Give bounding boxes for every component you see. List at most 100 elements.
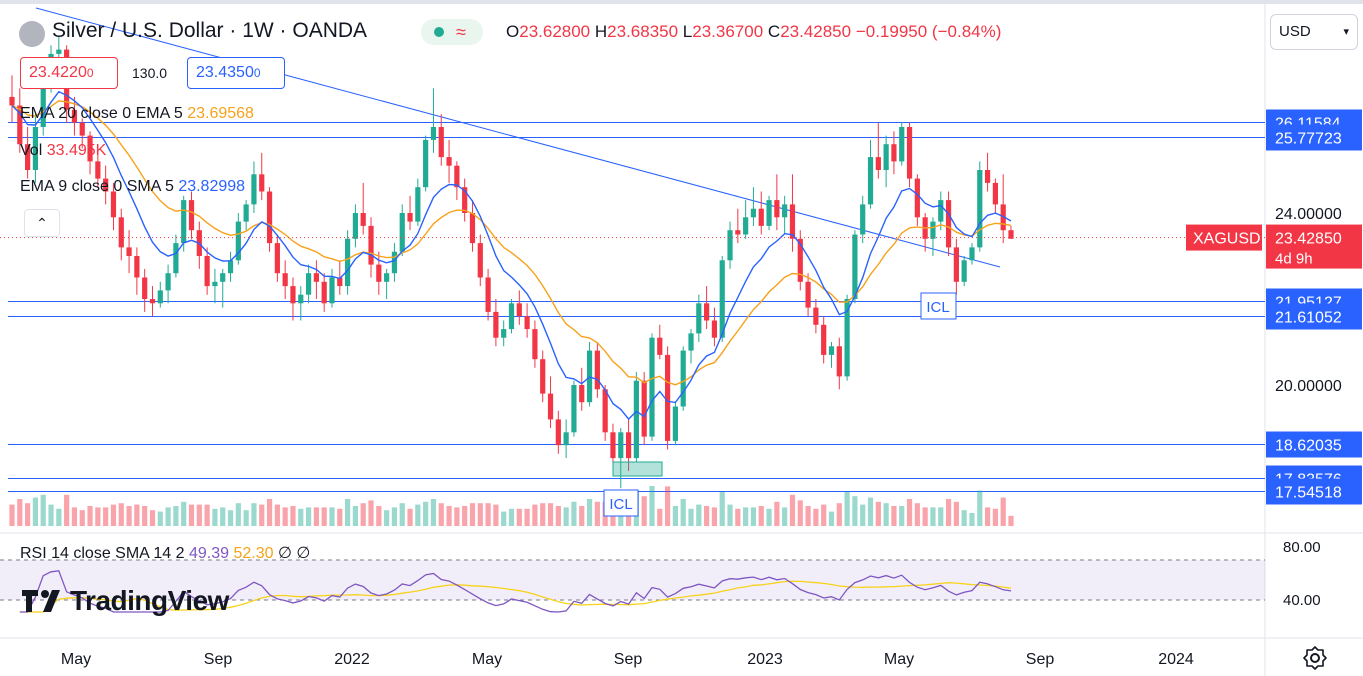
- candle-body[interactable]: [298, 294, 304, 304]
- level-tag-6[interactable]: [1266, 478, 1362, 505]
- sell-price-button[interactable]: 23.42200: [20, 57, 118, 89]
- candle-body[interactable]: [625, 432, 632, 459]
- candle-body[interactable]: [181, 200, 187, 244]
- candle-body[interactable]: [735, 230, 741, 235]
- candle-body[interactable]: [602, 389, 608, 433]
- level-tag-4[interactable]: [1266, 431, 1362, 458]
- candle-body[interactable]: [110, 191, 117, 218]
- candle-body[interactable]: [40, 71, 46, 127]
- candle-body[interactable]: [423, 139, 429, 188]
- candle-body[interactable]: [641, 380, 647, 437]
- candle-body[interactable]: [477, 243, 483, 278]
- candle-body[interactable]: [758, 208, 764, 226]
- candle-body[interactable]: [984, 170, 991, 183]
- candle-body[interactable]: [860, 204, 866, 235]
- candle-body[interactable]: [469, 213, 476, 244]
- candle-body[interactable]: [953, 247, 959, 282]
- candle-body[interactable]: [235, 221, 241, 261]
- candle-body[interactable]: [719, 260, 725, 338]
- last-price-tag[interactable]: [1266, 224, 1362, 269]
- candle-body[interactable]: [345, 238, 351, 287]
- candle-body[interactable]: [391, 251, 398, 274]
- candle-body[interactable]: [696, 303, 702, 334]
- candle-body[interactable]: [969, 247, 975, 261]
- currency-select[interactable]: USD ▾: [1270, 14, 1358, 50]
- candle-body[interactable]: [329, 277, 335, 304]
- candle-body[interactable]: [259, 174, 265, 192]
- downtrend-line[interactable]: [35, 7, 1001, 268]
- candle-body[interactable]: [649, 337, 655, 437]
- candle-body[interactable]: [743, 217, 749, 235]
- candle-body[interactable]: [118, 217, 124, 248]
- candle-body[interactable]: [906, 127, 913, 179]
- candle-body[interactable]: [368, 225, 374, 265]
- candle-body[interactable]: [227, 260, 234, 274]
- candle-body[interactable]: [126, 247, 132, 256]
- candle-body[interactable]: [1008, 230, 1014, 239]
- candle-body[interactable]: [173, 243, 179, 274]
- candle-body[interactable]: [103, 178, 109, 192]
- time-axis[interactable]: May Sep 2022 May Sep 2023 May Sep 2024: [61, 651, 1194, 668]
- candle-body[interactable]: [532, 329, 538, 360]
- icl-label-box-1[interactable]: [603, 489, 639, 517]
- candle-body[interactable]: [727, 230, 733, 261]
- candle-body[interactable]: [524, 316, 530, 330]
- candle-body[interactable]: [321, 281, 327, 304]
- candle-body[interactable]: [571, 385, 577, 433]
- candle-body[interactable]: [71, 109, 78, 123]
- candle-body[interactable]: [407, 213, 413, 222]
- candle-body[interactable]: [337, 277, 343, 287]
- level-tag-3[interactable]: [1266, 303, 1362, 330]
- candle-body[interactable]: [633, 380, 639, 459]
- candle-body[interactable]: [821, 324, 827, 355]
- candle-body[interactable]: [134, 256, 140, 278]
- candle-body[interactable]: [610, 432, 616, 459]
- candle-body[interactable]: [844, 299, 850, 377]
- candle-body[interactable]: [899, 127, 905, 162]
- candle-body[interactable]: [462, 187, 468, 213]
- candle-body[interactable]: [79, 122, 85, 136]
- buy-price-button[interactable]: 23.43500: [187, 57, 285, 89]
- candle-body[interactable]: [805, 281, 811, 308]
- candle-body[interactable]: [493, 311, 499, 338]
- candle-body[interactable]: [212, 281, 218, 287]
- candle-body[interactable]: [142, 277, 148, 300]
- candle-body[interactable]: [188, 200, 195, 231]
- candle-body[interactable]: [828, 346, 835, 355]
- candle-body[interactable]: [305, 273, 312, 295]
- candles[interactable]: [9, 36, 1014, 489]
- candle-body[interactable]: [438, 127, 444, 158]
- candle-body[interactable]: [680, 350, 686, 407]
- trendline[interactable]: [35, 7, 1001, 268]
- candle-body[interactable]: [563, 432, 569, 446]
- candle-body[interactable]: [945, 200, 952, 248]
- candle-body[interactable]: [485, 277, 491, 312]
- symbol-tag[interactable]: [1186, 224, 1262, 251]
- candle-body[interactable]: [220, 273, 226, 282]
- candle-body[interactable]: [540, 359, 546, 394]
- candle-body[interactable]: [95, 161, 101, 179]
- candle-body[interactable]: [782, 204, 788, 218]
- level-tag-1[interactable]: [1266, 124, 1362, 151]
- tradingview-logo[interactable]: TradingView: [22, 585, 229, 617]
- candle-body[interactable]: [789, 204, 796, 239]
- candle-body[interactable]: [266, 191, 273, 244]
- candle-body[interactable]: [17, 105, 23, 145]
- candle-body[interactable]: [836, 346, 842, 377]
- candle-body[interactable]: [852, 234, 858, 300]
- candle-body[interactable]: [813, 307, 819, 325]
- chart-title[interactable]: Silver / U.S. Dollar · 1W · OANDA: [52, 19, 368, 42]
- candle-body[interactable]: [454, 165, 460, 188]
- candle-body[interactable]: [384, 273, 390, 282]
- candle-body[interactable]: [87, 135, 93, 162]
- candle-body[interactable]: [711, 320, 718, 338]
- candle-body[interactable]: [165, 273, 171, 291]
- candle-body[interactable]: [750, 208, 757, 218]
- candle-body[interactable]: [579, 385, 585, 403]
- candle-body[interactable]: [430, 127, 437, 140]
- candle-body[interactable]: [664, 354, 671, 441]
- candle-body[interactable]: [992, 182, 998, 205]
- candle-body[interactable]: [914, 178, 920, 218]
- candle-body[interactable]: [9, 96, 15, 106]
